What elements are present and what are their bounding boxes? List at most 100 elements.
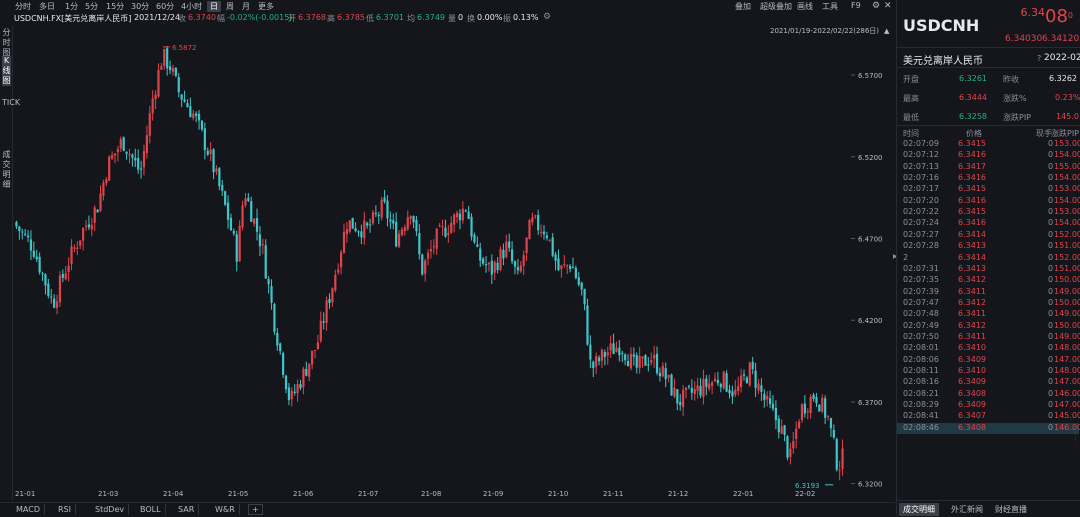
- period-tab-60min[interactable]: 60分: [156, 2, 175, 11]
- settings-icon[interactable]: ⚙: [872, 1, 881, 11]
- candle-body: [331, 288, 334, 303]
- tick-volume: 0: [1048, 150, 1054, 160]
- tick-change-pip: 151.0000: [1054, 263, 1080, 273]
- collapse-panel-icon[interactable]: ▶: [893, 253, 898, 260]
- tab-intraday-chart[interactable]: 分时图: [2, 28, 11, 57]
- candle-body: [458, 213, 462, 221]
- period-tab-5min[interactable]: 5分: [85, 2, 99, 11]
- close-icon[interactable]: ✕: [884, 1, 892, 11]
- period-tab-intraday[interactable]: 分时: [15, 2, 31, 11]
- indicator-tab-macd[interactable]: MACD: [12, 504, 45, 515]
- candle-body: [635, 355, 638, 368]
- tab-kline-chart[interactable]: K线图: [2, 56, 11, 86]
- scroll-grip-icon[interactable]: ⋮ ⋮ ⋮: [1073, 427, 1078, 443]
- tick-time: 02:07:39: [903, 286, 939, 296]
- chart-menu-icon[interactable]: ▲: [884, 27, 890, 35]
- tick-volume: 0: [1048, 400, 1054, 410]
- candle-body: [177, 77, 180, 93]
- candle-body: [235, 234, 238, 262]
- stat-pip-label: 涨跌PIP: [1003, 113, 1032, 122]
- f9-button[interactable]: F9: [851, 1, 861, 10]
- candlestick-chart[interactable]: 6.5700 6.5200 6.4700 6.4200 6.3700 6.3200 21-0…: [13, 26, 897, 500]
- quote-info-line: USDCNH.FX[美元兑离岸人民币] 2021/12/24 收 6.3740 …: [0, 12, 895, 25]
- candle-body: [41, 273, 44, 275]
- candle-body: [679, 402, 682, 406]
- candle-body: [476, 244, 479, 247]
- candle-body: [795, 428, 798, 439]
- tick-change-pip: 154.0000: [1054, 150, 1080, 160]
- indicator-tab-wr[interactable]: W&R: [211, 504, 240, 515]
- tick-volume: 0: [1048, 331, 1054, 341]
- period-tab-1min[interactable]: 1分: [65, 2, 79, 11]
- candle-body: [708, 383, 711, 389]
- indicator-tab-boll[interactable]: BOLL: [136, 504, 166, 515]
- tab-tick[interactable]: TICK: [2, 98, 21, 107]
- period-tab-15min[interactable]: 15分: [106, 2, 125, 11]
- x-tick-label: 21-03: [98, 490, 118, 498]
- indicator-tab-stddev[interactable]: StdDev: [91, 504, 130, 515]
- candle-body: [366, 222, 369, 226]
- tab-forex-news[interactable]: 外汇新闻: [951, 505, 983, 514]
- period-tab-more[interactable]: 更多: [258, 2, 274, 11]
- candle-body: [470, 216, 473, 237]
- add-indicator-button[interactable]: +: [248, 504, 263, 515]
- candle-body: [600, 349, 604, 361]
- period-tab-month[interactable]: 月: [242, 2, 250, 11]
- candle-body: [803, 403, 806, 414]
- period-tab-30min[interactable]: 30分: [131, 2, 150, 11]
- indicator-tab-rsi[interactable]: RSI: [54, 504, 76, 515]
- candle-body: [771, 403, 775, 409]
- period-tab-multiday[interactable]: 多日: [39, 2, 55, 11]
- tab-trade-details-panel[interactable]: 成交明细: [899, 503, 939, 516]
- tools-button[interactable]: 工具: [822, 2, 838, 11]
- candle-body: [24, 233, 27, 235]
- period-tab-week[interactable]: 周: [226, 2, 234, 11]
- candle-body: [528, 220, 531, 240]
- stat-high-value: 6.3444: [959, 93, 987, 102]
- period-tab-4h[interactable]: 4小时: [181, 2, 203, 11]
- tick-time: 02:07:22: [903, 207, 939, 217]
- period-tab-day[interactable]: 日: [207, 1, 221, 12]
- tick-volume: 0: [1048, 377, 1054, 387]
- tick-time: 02:07:50: [903, 331, 939, 341]
- super-overlay-button[interactable]: 超级叠加: [760, 2, 792, 11]
- candle-body: [192, 113, 195, 119]
- overlay-button[interactable]: 叠加: [735, 2, 751, 11]
- draw-line-button[interactable]: 画线: [797, 2, 813, 11]
- candle-body: [832, 429, 835, 438]
- tab-trade-details[interactable]: 成交明细: [2, 150, 11, 189]
- tab-finance-live[interactable]: 财经直播: [995, 505, 1027, 514]
- tick-price: 6.3410: [958, 343, 986, 353]
- indicator-tab-sar[interactable]: SAR: [174, 504, 200, 515]
- candle-body: [711, 382, 714, 386]
- candle-body: [739, 375, 743, 388]
- help-icon[interactable]: ?: [1037, 54, 1042, 63]
- info-settings-icon[interactable]: ⚙: [543, 12, 552, 22]
